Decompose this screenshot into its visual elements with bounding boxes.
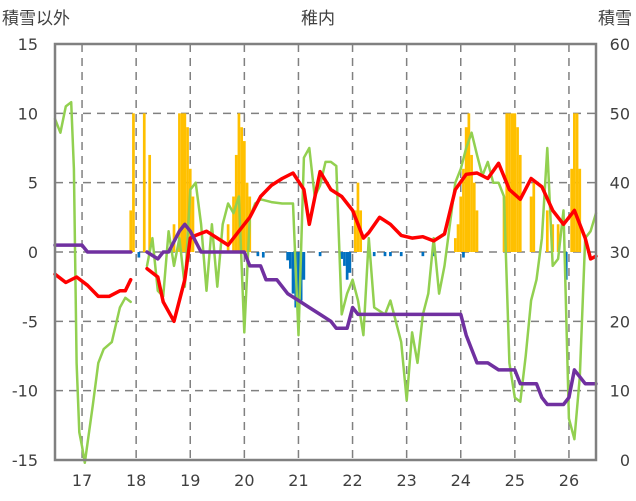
- bar-positive: [475, 210, 479, 252]
- bar-negative: [462, 252, 465, 258]
- series-line: [53, 100, 132, 465]
- x-tick-label: 20: [234, 471, 254, 490]
- bar-positive: [178, 113, 181, 252]
- bar-positive: [467, 113, 471, 252]
- bar-positive: [510, 113, 514, 252]
- bar-positive: [191, 196, 195, 252]
- bar-positive: [556, 224, 560, 252]
- bar-negative: [318, 252, 322, 257]
- lines-group: [53, 100, 598, 465]
- bar-positive: [240, 127, 243, 252]
- bar-negative: [348, 252, 352, 273]
- chart-title: 稚内: [301, 9, 335, 29]
- bar-positive: [453, 238, 457, 252]
- bar-positive: [237, 113, 241, 252]
- x-tick-label: 24: [451, 471, 471, 490]
- plot-frame: [53, 42, 598, 462]
- left-axis-title: 積雪以外: [2, 9, 70, 29]
- bar-positive: [183, 113, 187, 252]
- left-y-tick-label: -5: [22, 312, 38, 331]
- bar-positive: [353, 210, 357, 252]
- x-tick-label: 22: [342, 471, 362, 490]
- bar-positive: [462, 168, 465, 252]
- bar-positive: [245, 182, 249, 252]
- left-y-tick-label: 0: [28, 243, 38, 262]
- bar-negative: [383, 252, 387, 257]
- right-y-tick-label: 30: [610, 243, 630, 262]
- right-y-tick-label: 0: [620, 451, 630, 470]
- bar-positive: [575, 113, 579, 252]
- bar-negative: [302, 252, 306, 280]
- right-y-tick-label: 60: [610, 35, 630, 54]
- bar-positive: [529, 196, 533, 252]
- bar-negative: [297, 252, 300, 329]
- bar-positive: [551, 224, 555, 252]
- series-line: [53, 243, 133, 254]
- bar-negative: [564, 252, 568, 280]
- series-line: [145, 161, 598, 324]
- bar-positive: [513, 113, 517, 252]
- right-axis-title: 積雪: [598, 9, 632, 29]
- left-y-tick-label: 15: [18, 35, 38, 54]
- right-y-tick-label: 10: [610, 382, 630, 401]
- bar-negative: [399, 252, 403, 257]
- bar-negative: [340, 252, 344, 259]
- x-tick-label: 17: [72, 471, 92, 490]
- bar-negative: [137, 252, 141, 258]
- right-y-tick-label: 50: [610, 104, 630, 123]
- bar-positive: [232, 196, 235, 252]
- bar-positive: [545, 210, 549, 252]
- bar-positive: [226, 224, 230, 252]
- bar-positive: [573, 113, 576, 252]
- bar-negative: [288, 252, 292, 269]
- x-tick-label: 21: [288, 471, 308, 490]
- bar-positive: [129, 210, 133, 252]
- bar-positive: [532, 182, 536, 252]
- left-y-tick-label: 5: [28, 174, 38, 193]
- bar-positive: [578, 168, 582, 252]
- bar-negative: [432, 252, 436, 257]
- left-y-tick-label: -15: [12, 451, 38, 470]
- bar-negative: [261, 252, 265, 258]
- series-line: [145, 131, 598, 441]
- bar-negative: [291, 252, 295, 294]
- bar-positive: [472, 182, 476, 252]
- left-y-tick-label: -10: [12, 382, 38, 401]
- bar-positive: [470, 154, 473, 252]
- series-line: [53, 272, 133, 299]
- bar-positive: [508, 113, 511, 252]
- bar-positive: [186, 127, 189, 252]
- bar-positive: [132, 113, 135, 252]
- bar-negative: [389, 252, 392, 257]
- bar-positive: [570, 168, 574, 252]
- bar-negative: [372, 252, 376, 257]
- x-tick-label: 18: [126, 471, 146, 490]
- left-y-tick-label: 10: [18, 104, 38, 123]
- bar-positive: [356, 182, 360, 252]
- bar-negative: [421, 252, 425, 257]
- bar-negative: [343, 252, 346, 266]
- x-tick-label: 19: [180, 471, 200, 490]
- bar-negative: [286, 252, 289, 261]
- bar-positive: [456, 224, 460, 252]
- bar-positive: [459, 196, 463, 252]
- bar-negative: [256, 252, 260, 257]
- bar-positive: [142, 113, 146, 252]
- bar-positive: [242, 141, 246, 252]
- series-line: [145, 222, 598, 407]
- right-y-tick-label: 20: [610, 312, 630, 331]
- x-tick-label: 23: [396, 471, 416, 490]
- bar-positive: [180, 113, 184, 252]
- bar-negative: [345, 252, 349, 280]
- bar-positive: [148, 154, 152, 252]
- bar-positive: [516, 127, 519, 252]
- right-y-tick-label: 40: [610, 174, 630, 193]
- x-tick-label: 26: [559, 471, 579, 490]
- bar-positive: [464, 127, 468, 252]
- x-tick-label: 25: [505, 471, 525, 490]
- bar-positive: [518, 154, 522, 252]
